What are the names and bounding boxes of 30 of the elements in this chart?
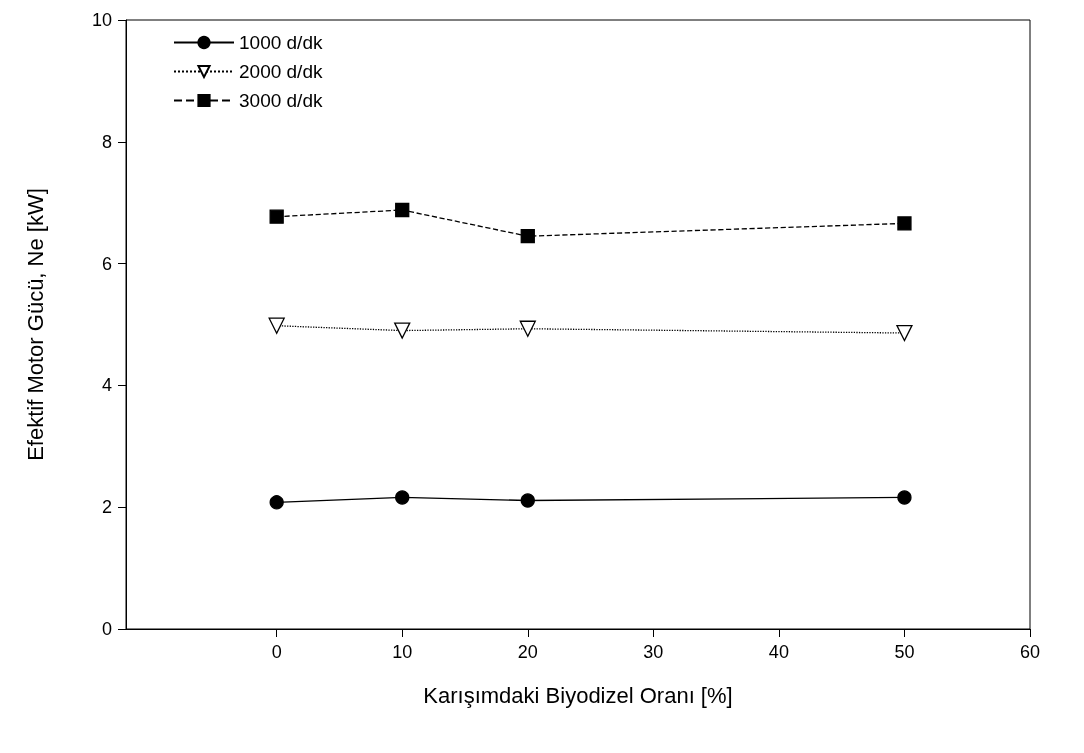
x-tick-label: 40 xyxy=(768,642,789,662)
y-tick-label: 10 xyxy=(91,10,112,30)
y-axis-title: Efektif Motor Gücü, Ne [kW] xyxy=(22,188,48,461)
point xyxy=(394,322,411,339)
x-tick-label: 50 xyxy=(894,642,915,662)
legend-label: 1000 d/dk xyxy=(239,32,323,53)
point xyxy=(395,490,410,505)
x-tick-label: 60 xyxy=(1019,642,1041,662)
point xyxy=(520,229,535,244)
point xyxy=(896,324,913,342)
point xyxy=(897,216,912,231)
x-tick-label: 10 xyxy=(392,642,413,662)
x-tick-label: 0 xyxy=(271,642,282,662)
point xyxy=(897,490,912,505)
y-tick-label: 8 xyxy=(101,131,112,152)
y-tick-label: 4 xyxy=(101,375,112,396)
point xyxy=(269,495,284,510)
point xyxy=(519,320,536,337)
y-tick-label: 2 xyxy=(101,497,112,518)
x-tick-label: 30 xyxy=(643,642,664,662)
point xyxy=(269,209,284,224)
point xyxy=(268,317,285,334)
legend-label: 3000 d/dk xyxy=(239,90,323,111)
x-axis-title: Karışımdaki Biyodizel Oranı [%] xyxy=(423,682,733,708)
y-tick-label: 6 xyxy=(101,253,112,274)
point xyxy=(395,202,410,218)
point xyxy=(520,493,535,508)
legend-label: 2000 d/dk xyxy=(239,61,323,82)
x-tick-label: 20 xyxy=(517,642,538,662)
y-tick-label: 0 xyxy=(101,619,112,639)
